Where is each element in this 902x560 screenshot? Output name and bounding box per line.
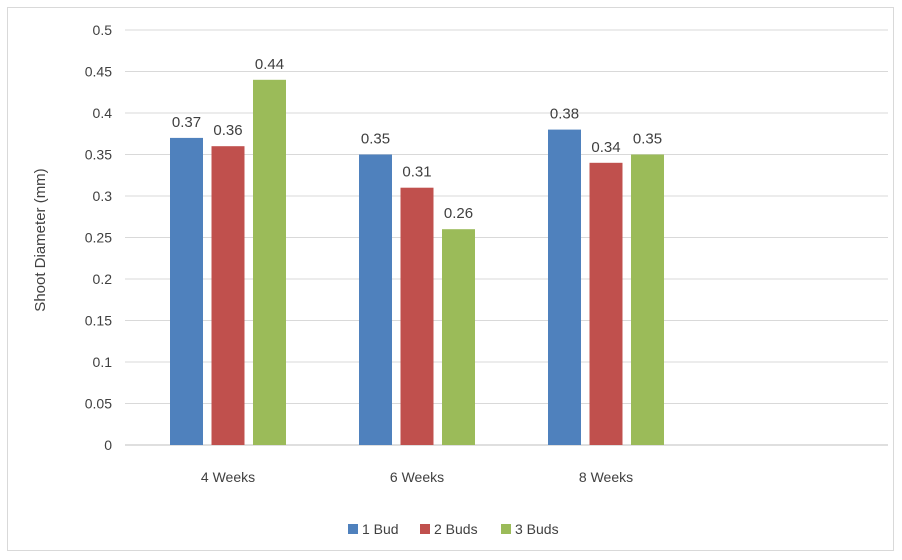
bar-2-buds bbox=[400, 187, 434, 445]
data-label: 0.44 bbox=[255, 56, 284, 73]
y-tick-label: 0 bbox=[104, 437, 112, 453]
bar-2-buds bbox=[589, 162, 623, 446]
bar-1-bud bbox=[170, 137, 203, 445]
data-labels: 0.37 0.36 0.44 0.35 0.31 0.26 0.38 0.34 0.35 bbox=[172, 56, 662, 222]
legend-label: 1 Bud bbox=[362, 521, 399, 537]
data-label: 0.26 bbox=[444, 205, 473, 222]
x-tick-label: 4 Weeks bbox=[201, 469, 255, 485]
y-tick-label: 0.45 bbox=[85, 64, 112, 80]
y-axis-ticks: 0 0.05 0.1 0.15 0.2 0.25 0.3 0.35 0.4 0.45 0.5 bbox=[85, 22, 112, 453]
y-tick-label: 0.25 bbox=[85, 230, 112, 246]
bar-3-buds bbox=[631, 154, 664, 445]
legend-swatch bbox=[420, 524, 430, 534]
data-label: 0.35 bbox=[633, 131, 662, 148]
legend: 1 Bud 2 Buds 3 Buds bbox=[348, 521, 559, 537]
x-axis-ticks: 4 Weeks 6 Weeks 8 Weeks bbox=[201, 469, 633, 485]
legend-label: 3 Buds bbox=[515, 521, 559, 537]
y-tick-label: 0.4 bbox=[93, 105, 113, 121]
x-tick-label: 6 Weeks bbox=[390, 469, 444, 485]
data-label: 0.31 bbox=[402, 164, 431, 181]
legend-swatch bbox=[348, 524, 358, 534]
data-label: 0.34 bbox=[591, 139, 620, 156]
y-axis-label: Shoot Diameter (mm) bbox=[32, 168, 49, 311]
gridlines bbox=[125, 29, 888, 446]
y-tick-label: 0.2 bbox=[93, 271, 113, 287]
y-tick-label: 0.15 bbox=[85, 313, 112, 329]
data-label: 0.36 bbox=[213, 122, 242, 139]
data-label: 0.37 bbox=[172, 114, 201, 131]
bar-3-buds bbox=[253, 79, 286, 446]
legend-label: 2 Buds bbox=[434, 521, 478, 537]
y-tick-label: 0.05 bbox=[85, 396, 112, 412]
y-tick-label: 0.5 bbox=[93, 22, 113, 38]
y-tick-label: 0.1 bbox=[93, 354, 113, 370]
x-tick-label: 8 Weeks bbox=[579, 469, 633, 485]
bar-1-bud bbox=[359, 154, 392, 445]
y-tick-label: 0.35 bbox=[85, 147, 112, 163]
data-label: 0.38 bbox=[550, 106, 579, 123]
y-tick-label: 0.3 bbox=[93, 188, 113, 204]
bar-2-buds bbox=[211, 146, 245, 445]
bar-1-bud bbox=[548, 129, 581, 445]
bar-3-buds bbox=[442, 229, 475, 445]
bars bbox=[170, 79, 664, 446]
data-label: 0.35 bbox=[361, 131, 390, 148]
legend-swatch bbox=[501, 524, 511, 534]
